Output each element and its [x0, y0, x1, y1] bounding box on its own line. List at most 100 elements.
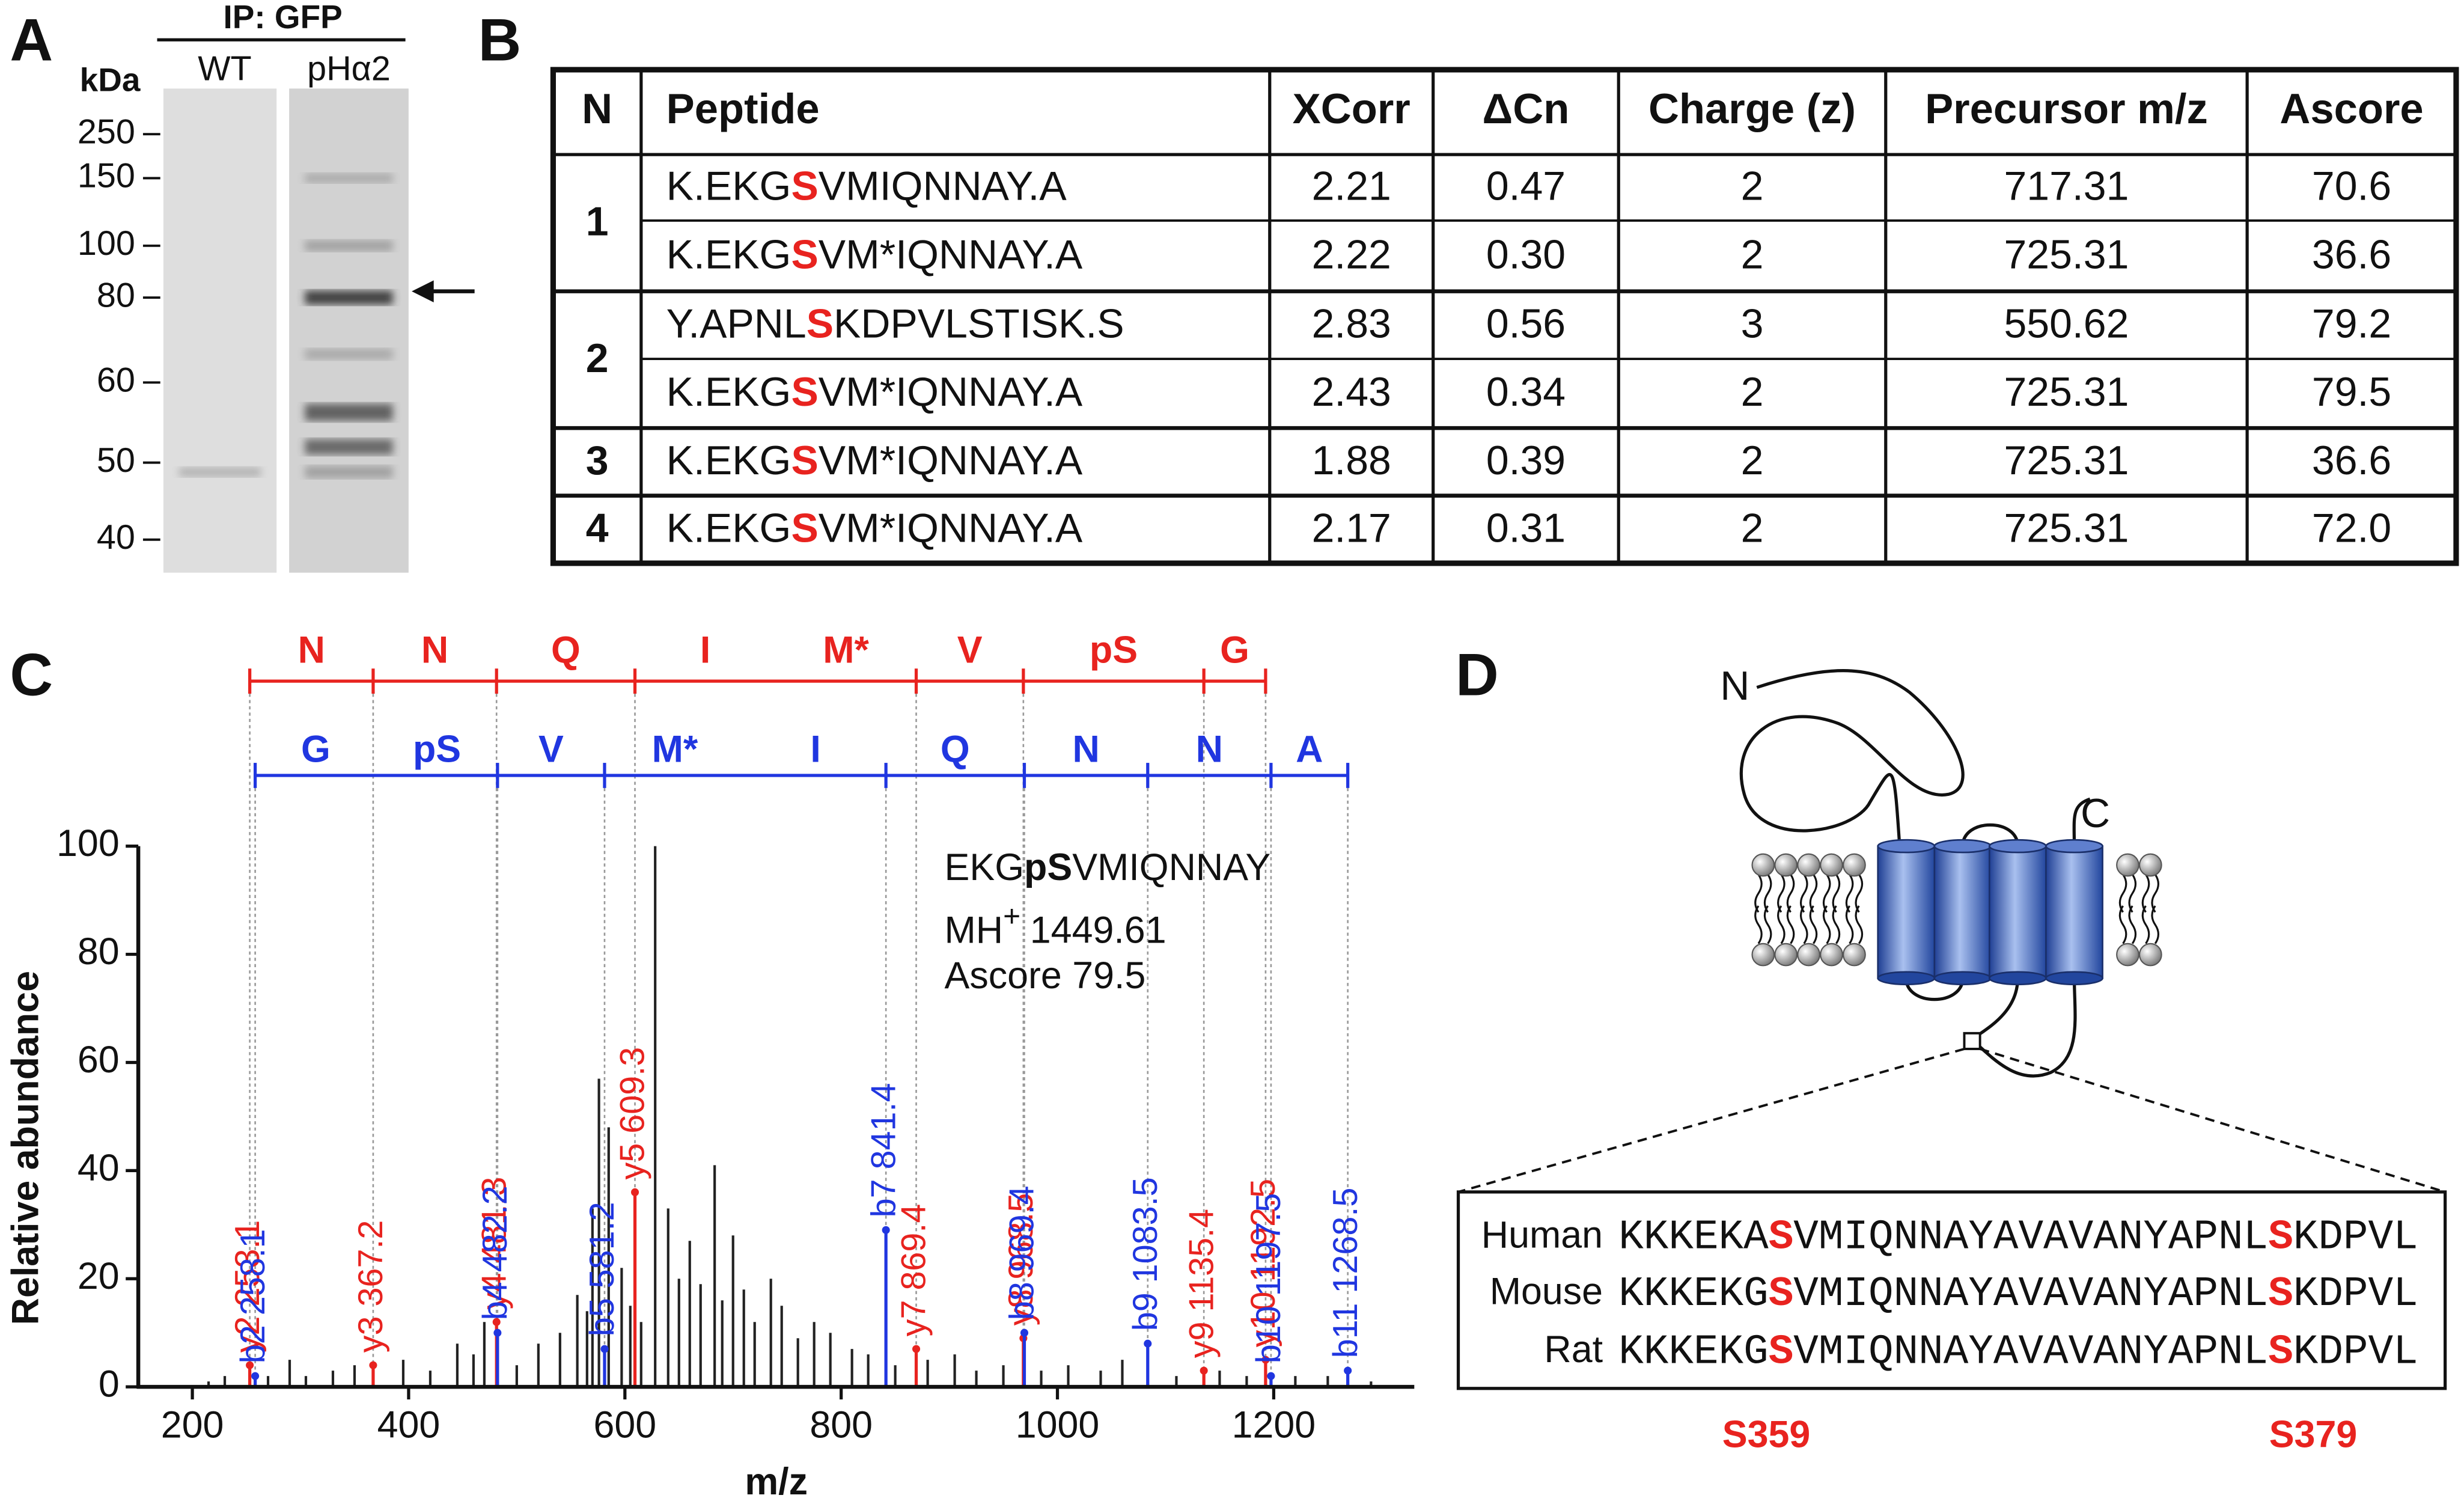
panel-letter: B	[478, 7, 522, 73]
c-terminal-tail	[2072, 797, 2091, 846]
alignment-box	[1456, 1190, 2447, 1390]
ion-label: b7 841.4	[864, 1083, 903, 1217]
group-number: 3	[586, 438, 609, 483]
x-tick-label: 400	[377, 1404, 441, 1446]
species-label: Mouse	[1490, 1270, 1603, 1312]
table-cell: 79.5	[2312, 369, 2391, 415]
marker-label: 40	[97, 518, 135, 557]
ion-label: y10 1192.5	[1244, 1179, 1282, 1347]
lipid-tail	[1799, 905, 1818, 944]
sequence-part: KKKEKG	[1618, 1328, 1768, 1376]
ion-dot	[493, 1328, 502, 1337]
sequence-part: KKKEKG	[1618, 1270, 1768, 1318]
y-tick-label: 100	[56, 822, 120, 864]
ion-label: y2 253.1	[228, 1220, 267, 1353]
helix	[1933, 845, 1992, 979]
group-number: 1	[586, 198, 609, 244]
table-header: Precursor m/z	[1925, 85, 2208, 132]
phospho-site: S	[1769, 1214, 1794, 1261]
ion-dot	[600, 1345, 609, 1353]
table-header: ΔCn	[1483, 85, 1570, 132]
ion-label: b5 581.2	[583, 1202, 621, 1336]
terminus-label: C	[2081, 790, 2110, 836]
peptide-part: K.EKG	[666, 505, 791, 551]
peptide-part: K.EKG	[666, 164, 791, 209]
sequence-part: KDPVL	[2293, 1328, 2418, 1376]
table-cell: 0.30	[1486, 231, 1566, 277]
marker-label: 50	[97, 441, 135, 480]
sequence: KKKEKGSVMIQNNAYAVAVANYAPNLSKDPVL	[1618, 1270, 2418, 1318]
table-header: Charge (z)	[1648, 85, 1856, 132]
ion-dot	[246, 1361, 254, 1369]
helix-bottom	[1877, 971, 1936, 986]
phospho-site: S	[791, 231, 818, 277]
ion-label: b4 482.2	[476, 1185, 514, 1320]
arrow-head	[412, 280, 434, 302]
helix	[1989, 845, 2047, 979]
residue-label: I	[810, 728, 820, 770]
helix	[2045, 845, 2103, 979]
zoom-line	[1980, 1048, 2446, 1193]
gel-band	[305, 403, 393, 421]
lipid-tail	[2141, 873, 2159, 913]
helix-top	[1933, 839, 1992, 854]
table-cell: 2	[1741, 505, 1764, 551]
sequence-part: VMIQNNAYAVAVANYAPNL	[1793, 1328, 2268, 1376]
peptide: Y.APNLSKDPVLSTISK.S	[666, 301, 1124, 346]
y-tick-label: 0	[99, 1363, 120, 1405]
phospho-site: S	[807, 301, 834, 346]
table-cell: 2.43	[1312, 369, 1391, 415]
x-tick-label: 1200	[1232, 1404, 1316, 1446]
table-cell: 2.22	[1312, 231, 1391, 277]
peptide-part: VMIQNNAY.A	[819, 164, 1067, 209]
ion-label: y7 869.4	[895, 1204, 933, 1337]
table-cell: 2	[1741, 369, 1764, 415]
group-number: 2	[586, 335, 609, 381]
ion-dot	[912, 1345, 921, 1353]
phospho-site: S	[791, 164, 818, 209]
table-cell: 72.0	[2312, 505, 2391, 551]
phospho-site: S	[2268, 1214, 2293, 1261]
helix-bottom	[1989, 971, 2047, 986]
gel-band	[305, 465, 393, 478]
gel-lane	[163, 88, 277, 573]
helix	[1877, 845, 1936, 979]
table-cell: 2	[1741, 438, 1764, 483]
gel-header: IP: GFP	[224, 0, 343, 35]
panel-letter: C	[10, 642, 53, 709]
table-cell: 725.31	[2004, 231, 2129, 277]
phospho-site: S	[791, 505, 818, 551]
table-cell: 0.39	[1486, 438, 1566, 483]
y-axis-label: Relative abundance	[5, 971, 47, 1325]
marker-unit: kDa	[80, 61, 141, 98]
sequence-part: VMIQNNAYAVAVANYAPNL	[1793, 1214, 2268, 1261]
ion-dot	[1267, 1372, 1275, 1380]
gel-lane	[289, 88, 409, 573]
table-cell: 2.17	[1312, 505, 1391, 551]
table-cell: 550.62	[2004, 301, 2129, 346]
ion-label: b11 1268.5	[1326, 1188, 1365, 1359]
mass-part: +	[1003, 899, 1020, 933]
phospho-site: S	[1769, 1270, 1794, 1318]
lipid-tail	[1822, 873, 1841, 913]
lipid-head	[1843, 943, 1866, 967]
residue-label: Q	[941, 728, 970, 770]
table-header: XCorr	[1293, 85, 1410, 132]
ion-label: y5 609.3	[614, 1047, 652, 1180]
phospho-site: S	[791, 438, 818, 483]
ion-dot	[369, 1361, 377, 1369]
residue-label: M*	[823, 629, 869, 671]
lipid-head	[1843, 853, 1866, 877]
lipid-tail	[1754, 873, 1772, 913]
species-label: Rat	[1544, 1328, 1603, 1371]
table-cell: 2	[1741, 164, 1764, 209]
table-cell: 36.6	[2312, 438, 2391, 483]
mass-part: 1449.61	[1030, 909, 1166, 951]
y-tick-label: 80	[78, 931, 120, 973]
x-axis-label: m/z	[745, 1461, 808, 1503]
peptide-part: K.EKG	[666, 369, 791, 415]
y-tick-label: 60	[78, 1039, 120, 1081]
table-cell: 725.31	[2004, 438, 2129, 483]
table-cell: 79.2	[2312, 301, 2391, 346]
